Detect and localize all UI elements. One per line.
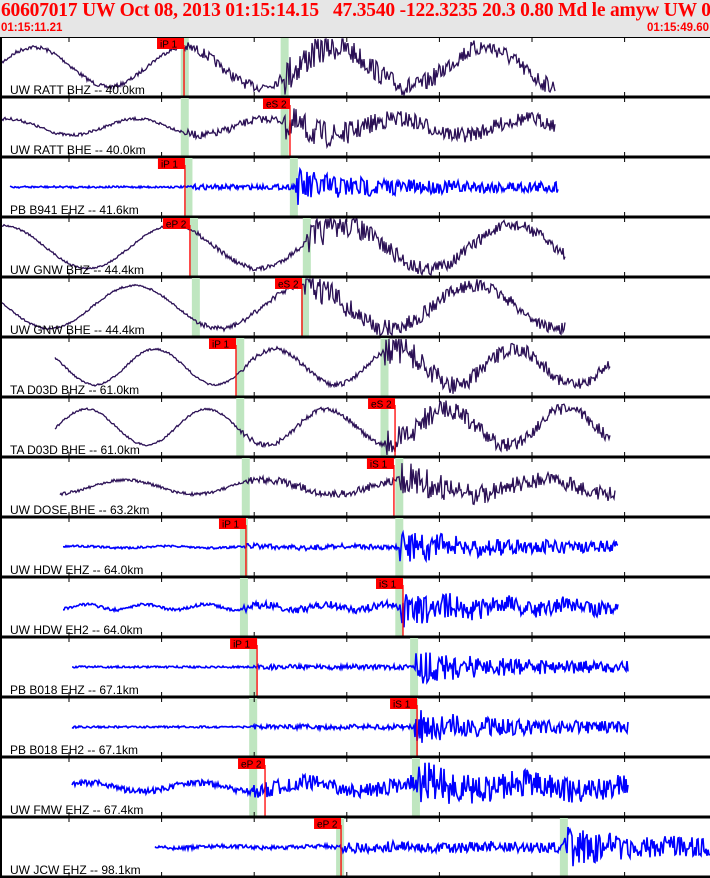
trace-label: PB B018 EHZ -- 67.1km — [10, 683, 139, 697]
waveform — [71, 710, 629, 743]
trace-label: UW GNW BHE -- 44.4km — [10, 323, 145, 337]
predicted-window — [236, 398, 245, 457]
pick-label-box — [262, 98, 290, 109]
pick-label-box — [366, 458, 394, 469]
predicted-window — [236, 338, 245, 397]
trace-panel: iS 1 UW DOSE BHE -- 63.2km — [0, 457, 710, 519]
pick-label: iP 1 — [212, 340, 229, 351]
record-section[interactable]: iP 1 UW RATT BHZ -- 40.0km eS 2 UW RATT BHE… — [0, 37, 710, 878]
waveform — [9, 166, 559, 205]
end-time-label: 01:15:49.60 — [646, 22, 709, 34]
pick-label-box — [218, 518, 246, 529]
trace-panel: iP 1 TA D03D BHZ -- 61.0km — [0, 337, 710, 399]
predicted-window — [380, 338, 389, 397]
predicted-window — [300, 278, 309, 337]
trace-panel: iP 1 PB B018 EHZ -- 67.1km — [0, 637, 710, 699]
start-time-label: 01:15:11.21 — [1, 22, 63, 34]
predicted-window — [395, 458, 404, 517]
trace-panel: iP 1 UW HDW EHZ -- 64.0km — [0, 517, 710, 579]
pick-label: iS 1 — [379, 580, 397, 591]
pick-label-box — [230, 638, 258, 649]
predicted-window — [280, 38, 289, 97]
trace-label: UW FMW EHZ -- 67.4km — [10, 803, 143, 817]
waveform — [54, 338, 611, 394]
predicted-window — [184, 158, 193, 217]
waveform — [0, 217, 566, 277]
pick-label: eP 2 — [166, 220, 187, 231]
trace-panel: iS 1 PB B018 EH2 -- 67.1km — [0, 697, 710, 759]
predicted-window — [559, 818, 568, 877]
trace-label: UW JCW EHZ -- 98.1km — [10, 863, 141, 877]
pick-label: iP 1 — [161, 160, 178, 171]
predicted-window — [180, 98, 189, 157]
trace-panel: iS 1 UW HDW EH2 -- 64.0km — [0, 577, 710, 639]
trace-panel: eP 2 UW GNW BHZ -- 44.4km — [0, 217, 710, 279]
waveform — [59, 463, 616, 506]
trace-panel: iP 1 PB B941 EHZ -- 41.6km — [0, 157, 710, 219]
pick-label: iP 1 — [233, 640, 250, 651]
pick-label-box — [157, 158, 185, 169]
pick-label: eP 2 — [241, 760, 262, 771]
trace-panel: eP 2 UW FMW EHZ -- 67.4km — [0, 757, 710, 819]
predicted-window — [380, 398, 389, 457]
pick-label: iP 1 — [160, 40, 177, 51]
pick-label: iS 1 — [370, 460, 388, 471]
trace-label: PB B941 EHZ -- 41.6km — [10, 203, 139, 217]
event-title: 60607017 UW Oct 08, 2013 01:15:14.15 47.… — [1, 0, 710, 21]
predicted-window — [241, 458, 250, 517]
waveform — [54, 400, 611, 455]
pick-label-box — [375, 578, 403, 589]
waveform — [72, 652, 629, 685]
trace-label: UW RATT BHE -- 40.0km — [10, 143, 146, 157]
predicted-window — [190, 218, 199, 277]
trace-label: UW HDW EH2 -- 64.0km — [10, 623, 143, 637]
trace-label: UW RATT BHZ -- 40.0km — [10, 83, 145, 97]
trace-label: PB B018 EH2 -- 67.1km — [10, 743, 138, 757]
pick-label-box — [275, 278, 303, 289]
pick-label: eS 2 — [278, 280, 299, 291]
trace-label: UW GNW BHZ -- 44.4km — [10, 263, 144, 277]
trace-panel: iP 1 UW RATT BHZ -- 40.0km — [0, 37, 710, 99]
pick-label: iP 1 — [222, 520, 239, 531]
waveform — [62, 529, 619, 564]
waveform — [0, 108, 556, 150]
pick-label: eS 2 — [371, 400, 392, 411]
pick-label-box — [157, 38, 185, 49]
waveform — [154, 826, 710, 867]
waveform — [63, 593, 619, 628]
predicted-window — [191, 278, 200, 337]
trace-label: TA D03D BHZ -- 61.0km — [10, 383, 139, 397]
pick-label: eS 2 — [266, 100, 287, 111]
trace-panel: eS 2 UW GNW BHE -- 44.4km — [0, 277, 710, 339]
waveform — [0, 277, 566, 337]
trace-panel: eS 2 UW RATT BHE -- 40.0km — [0, 97, 710, 159]
waveform — [0, 38, 556, 98]
pick-label-box — [208, 338, 236, 349]
trace-label: UW DOSE BHE -- 63.2km — [10, 503, 149, 517]
pick-label-box — [314, 818, 342, 829]
waveform — [71, 762, 629, 804]
trace-panel: eS 2 TA D03D BHE -- 61.0km — [0, 397, 710, 459]
pick-label-box — [390, 698, 418, 709]
event-header: 60607017 UW Oct 08, 2013 01:15:14.15 47.… — [0, 0, 710, 37]
trace-label: UW HDW EHZ -- 64.0km — [10, 563, 143, 577]
pick-label-box — [238, 758, 266, 769]
predicted-window — [280, 98, 289, 157]
pick-label: eP 2 — [317, 820, 338, 831]
pick-label-box — [368, 398, 396, 409]
pick-label-box — [162, 218, 190, 229]
trace-label: TA D03D BHE -- 61.0km — [10, 443, 140, 457]
predicted-window — [180, 38, 189, 97]
trace-panel: eP 2 UW JCW EHZ -- 98.1km — [0, 817, 710, 878]
pick-label: iS 1 — [393, 700, 411, 711]
predicted-window — [302, 218, 311, 277]
